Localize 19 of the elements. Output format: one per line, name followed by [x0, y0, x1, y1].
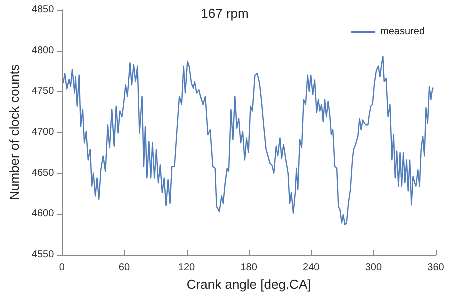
- y-tick-label: 4700: [32, 127, 55, 138]
- y-tick-label: 4750: [32, 86, 55, 98]
- x-tick-label: 0: [59, 262, 66, 274]
- x-tick-label: 240: [303, 262, 320, 274]
- chart-title: 167 rpm: [201, 6, 249, 21]
- x-tick-label: 120: [178, 262, 196, 274]
- y-tick-label: 4600: [32, 208, 55, 220]
- legend-label: measured: [380, 26, 425, 38]
- y-tick-label: 4550: [32, 250, 55, 260]
- x-tick-label: 300: [365, 262, 382, 274]
- x-tick-label: 360: [428, 262, 445, 274]
- y-tick-label: 4800: [32, 45, 55, 56]
- y-tick-label: 4650: [32, 168, 55, 179]
- line-series: [62, 56, 434, 226]
- x-tick-label: 60: [118, 262, 130, 274]
- y-axis-title: Number of clock counts: [7, 64, 22, 200]
- y-tick-label: 4850: [32, 4, 55, 16]
- x-tick-label: 180: [240, 262, 258, 274]
- x-axis-title: Crank angle [deg.CA]: [186, 276, 312, 292]
